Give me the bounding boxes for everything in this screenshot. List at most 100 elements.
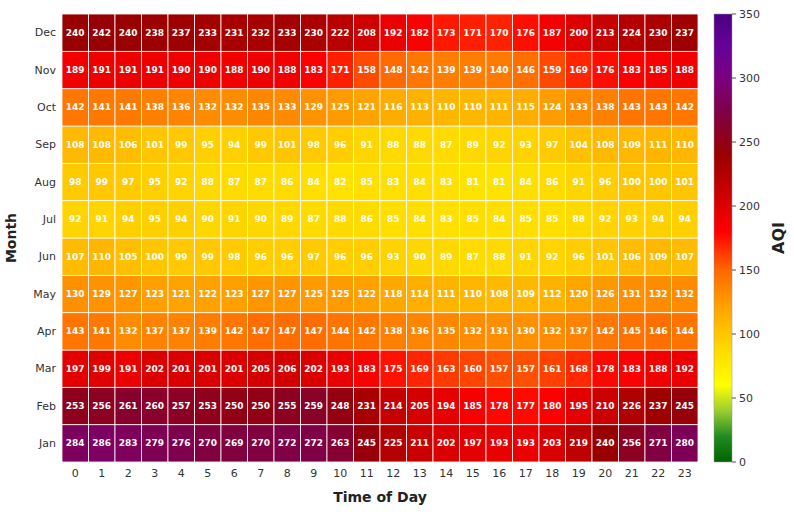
cell	[115, 425, 142, 462]
cell	[513, 89, 540, 126]
colorbar-tick-label: 50	[739, 392, 753, 405]
cell	[89, 275, 116, 312]
cell	[354, 425, 381, 462]
data-label: 142	[225, 326, 244, 336]
data-label: 85	[466, 214, 479, 224]
cell	[619, 51, 646, 88]
cell	[274, 163, 301, 200]
data-label: 142	[596, 326, 615, 336]
cell	[221, 350, 248, 387]
cell	[248, 89, 275, 126]
data-label: 91	[95, 214, 108, 224]
cell	[327, 313, 354, 350]
cell	[274, 126, 301, 163]
data-label: 96	[599, 177, 612, 187]
cell	[142, 238, 169, 275]
data-label: 253	[198, 401, 217, 411]
data-label: 272	[304, 438, 323, 448]
cell	[592, 201, 619, 238]
data-label: 219	[569, 438, 588, 448]
cell	[354, 313, 381, 350]
cell	[460, 238, 487, 275]
cell	[380, 313, 407, 350]
data-label: 97	[122, 177, 135, 187]
y-axis: JanFebMarAprMayJunJulAugSepOctNovDec	[33, 26, 56, 450]
data-label: 271	[649, 438, 668, 448]
data-label: 131	[490, 326, 509, 336]
cell	[407, 313, 434, 350]
data-label: 110	[437, 102, 456, 112]
data-label: 126	[596, 289, 615, 299]
data-label: 203	[543, 438, 562, 448]
data-label: 193	[516, 438, 535, 448]
cell	[115, 313, 142, 350]
data-label: 110	[463, 102, 482, 112]
cell	[274, 238, 301, 275]
cell	[301, 89, 328, 126]
y-tick-label: Sep	[35, 138, 56, 151]
cell	[115, 51, 142, 88]
cell	[566, 126, 593, 163]
colorbar-tick	[732, 78, 736, 79]
cell	[89, 126, 116, 163]
y-tick-label: Oct	[37, 101, 57, 114]
data-label: 97	[307, 252, 320, 262]
data-label: 142	[66, 102, 85, 112]
data-label: 178	[596, 364, 615, 374]
y-tick-label: Jan	[38, 437, 56, 450]
cell	[195, 201, 222, 238]
colorbar-tick-label: 100	[739, 328, 760, 341]
data-label: 94	[652, 214, 665, 224]
cell	[274, 313, 301, 350]
data-label: 108	[490, 289, 509, 299]
data-label: 96	[334, 140, 347, 150]
x-tick-label: 19	[572, 467, 586, 480]
cell	[433, 89, 460, 126]
cell	[354, 89, 381, 126]
data-label: 99	[254, 140, 267, 150]
cell	[407, 51, 434, 88]
data-label: 124	[543, 102, 562, 112]
data-label: 100	[622, 177, 641, 187]
cell	[460, 51, 487, 88]
cell	[486, 313, 513, 350]
data-label: 195	[569, 401, 588, 411]
data-label: 114	[410, 289, 429, 299]
cell	[539, 425, 566, 462]
data-label: 160	[463, 364, 482, 374]
cell	[566, 350, 593, 387]
data-label: 259	[304, 401, 323, 411]
data-label: 286	[92, 438, 111, 448]
data-label: 99	[175, 140, 188, 150]
data-label: 101	[675, 177, 694, 187]
cell	[380, 89, 407, 126]
cell	[301, 275, 328, 312]
cell	[195, 387, 222, 424]
cell	[168, 126, 195, 163]
cell	[513, 313, 540, 350]
cell	[221, 238, 248, 275]
cell	[513, 350, 540, 387]
x-tick-label: 16	[492, 467, 506, 480]
cell	[566, 89, 593, 126]
data-label: 283	[119, 438, 138, 448]
data-label: 148	[384, 65, 403, 75]
data-label: 88	[413, 140, 426, 150]
colorbar-tick	[732, 462, 736, 463]
data-label: 242	[92, 28, 111, 38]
cell	[486, 275, 513, 312]
data-label: 201	[198, 364, 217, 374]
x-tick-label: 1	[98, 467, 105, 480]
cell	[539, 89, 566, 126]
cell	[142, 350, 169, 387]
data-label: 261	[119, 401, 138, 411]
data-label: 230	[304, 28, 323, 38]
cell	[460, 425, 487, 462]
data-label: 93	[519, 140, 532, 150]
data-label: 191	[145, 65, 164, 75]
data-label: 240	[119, 28, 138, 38]
data-label: 231	[357, 401, 376, 411]
cell	[221, 201, 248, 238]
data-label: 206	[278, 364, 297, 374]
cell	[433, 275, 460, 312]
